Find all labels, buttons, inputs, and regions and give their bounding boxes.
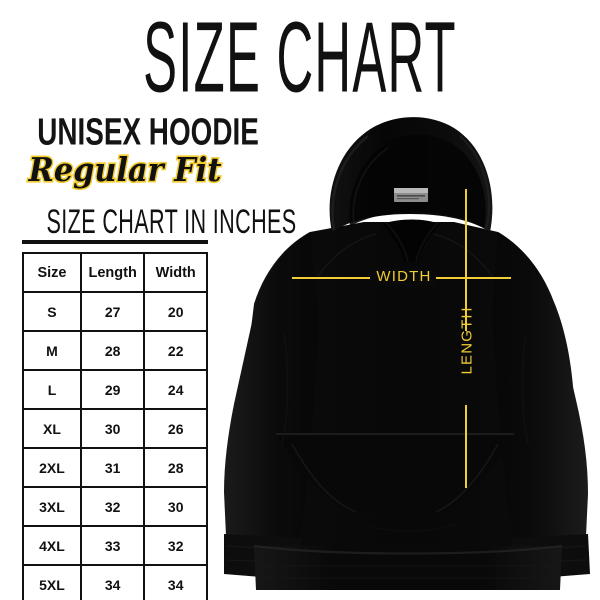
table-row: 2XL 31 28 <box>22 447 208 488</box>
table-row: XL 30 26 <box>22 408 208 449</box>
cell-length: 27 <box>79 291 146 332</box>
hoodie-illustration <box>214 104 600 600</box>
cell-size: 2XL <box>22 447 82 488</box>
column-header-width: Width <box>143 252 208 293</box>
hoodie-sleeve-right <box>492 232 588 540</box>
cell-size: 4XL <box>22 525 82 566</box>
cell-size: XL <box>22 408 82 449</box>
hoodie-sleeve-left <box>224 232 318 540</box>
cell-size: M <box>22 330 82 371</box>
fit-type-heading: Regular Fit <box>27 148 223 190</box>
cell-length: 34 <box>79 564 146 600</box>
cell-width: 34 <box>143 564 208 600</box>
cell-width: 32 <box>143 525 208 566</box>
hoodie-hem <box>254 546 562 590</box>
cell-length: 29 <box>79 369 146 410</box>
cell-width: 20 <box>143 291 208 332</box>
cell-size: 5XL <box>22 564 82 600</box>
hoodie-hood-opening <box>349 134 486 228</box>
page-title: SIZE CHART <box>143 2 457 114</box>
table-row: 4XL 33 32 <box>22 525 208 566</box>
hoodie-neckline <box>382 219 440 262</box>
table-row: 3XL 32 30 <box>22 486 208 527</box>
cell-size: S <box>22 291 82 332</box>
size-chart-table: Size Length Width S 27 20 M 28 22 L 29 2… <box>22 252 208 600</box>
cell-width: 22 <box>143 330 208 371</box>
column-header-length: Length <box>79 252 146 293</box>
column-header-size: Size <box>22 252 82 293</box>
table-row: L 29 24 <box>22 369 208 410</box>
cell-width: 30 <box>143 486 208 527</box>
cell-length: 31 <box>79 447 146 488</box>
neck-label <box>394 188 428 202</box>
cell-size: L <box>22 369 82 410</box>
cell-length: 30 <box>79 408 146 449</box>
units-heading: SIZE CHART IN INCHES <box>46 202 297 241</box>
table-header-row: Size Length Width <box>22 252 208 293</box>
table-row: M 28 22 <box>22 330 208 371</box>
cell-length: 33 <box>79 525 146 566</box>
hoodie-pocket <box>276 434 514 514</box>
units-heading-underline <box>22 240 208 244</box>
table-row: 5XL 34 34 <box>22 564 208 600</box>
product-name-heading: UNISEX HOODIE <box>37 110 259 154</box>
cell-length: 28 <box>79 330 146 371</box>
cell-size: 3XL <box>22 486 82 527</box>
cell-width: 26 <box>143 408 208 449</box>
table-row: S 27 20 <box>22 291 208 332</box>
cell-width: 24 <box>143 369 208 410</box>
cell-width: 28 <box>143 447 208 488</box>
cell-length: 32 <box>79 486 146 527</box>
